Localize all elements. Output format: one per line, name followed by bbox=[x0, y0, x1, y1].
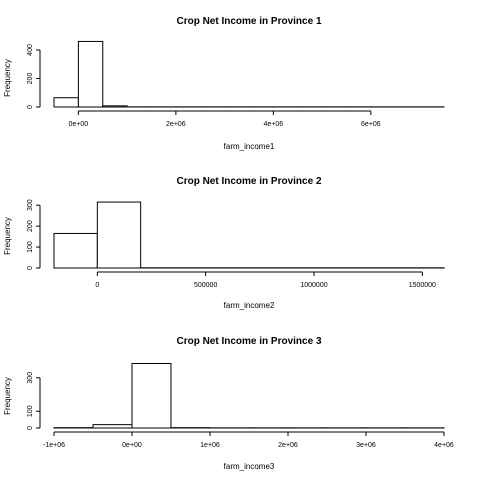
y-tick-label: 0 bbox=[27, 266, 34, 270]
histogram-panel-province-1: Crop Net Income in Province 1 Frequency … bbox=[3, 16, 445, 151]
x-tick-label: 4e+06 bbox=[434, 442, 454, 449]
x-tick-label: 0e+00 bbox=[69, 121, 89, 128]
histogram-panel-province-2: Crop Net Income in Province 2 Frequency … bbox=[3, 176, 445, 310]
y-tick-label: 200 bbox=[27, 220, 34, 232]
x-tick-label: 1500000 bbox=[409, 282, 436, 289]
y-axis: 0 200 400 bbox=[27, 44, 41, 109]
x-tick-label: 0 bbox=[95, 282, 99, 289]
y-tick-label: 100 bbox=[27, 241, 34, 253]
y-tick-label: 400 bbox=[27, 44, 34, 56]
x-tick-label: 3e+06 bbox=[356, 442, 376, 449]
histogram-panel-province-3: Crop Net Income in Province 3 Frequency … bbox=[3, 336, 454, 471]
x-tick-label: 2e+06 bbox=[278, 442, 298, 449]
histogram-bar bbox=[53, 97, 79, 108]
y-tick-label: 100 bbox=[27, 405, 34, 417]
y-axis-label: Frequency bbox=[3, 59, 12, 97]
chart-title: Crop Net Income in Province 3 bbox=[176, 336, 321, 347]
bars-layer bbox=[53, 40, 445, 108]
y-axis-label: Frequency bbox=[3, 217, 12, 255]
x-axis-label: farm_income1 bbox=[224, 142, 275, 151]
x-tick-label: 1000000 bbox=[300, 282, 327, 289]
x-axis: -1e+06 0e+00 1e+06 2e+06 3e+06 4e+06 bbox=[43, 431, 454, 449]
x-axis-label: farm_income3 bbox=[224, 462, 275, 471]
chart-title: Crop Net Income in Province 1 bbox=[176, 16, 321, 27]
y-tick-label: 0 bbox=[27, 105, 34, 109]
x-tick-label: 0e+00 bbox=[122, 442, 142, 449]
x-tick-label: 6e+06 bbox=[361, 121, 381, 128]
y-axis: 0 100 200 300 bbox=[27, 199, 41, 270]
y-axis-label: Frequency bbox=[3, 377, 12, 415]
x-tick-label: -1e+06 bbox=[43, 442, 65, 449]
y-axis: 0 100 300 bbox=[27, 372, 41, 430]
x-tick-label: 4e+06 bbox=[264, 121, 284, 128]
histogram-bar bbox=[96, 201, 142, 269]
y-tick-label: 0 bbox=[27, 426, 34, 430]
histogram-bar bbox=[53, 232, 98, 269]
x-axis-label: farm_income2 bbox=[224, 301, 275, 310]
y-tick-label: 300 bbox=[27, 199, 34, 211]
histogram-bar bbox=[102, 105, 128, 108]
y-tick-label: 300 bbox=[27, 372, 34, 384]
y-tick-label: 200 bbox=[27, 73, 34, 85]
chart-title: Crop Net Income in Province 2 bbox=[176, 176, 321, 187]
histogram-bar bbox=[131, 363, 172, 429]
x-tick-label: 2e+06 bbox=[166, 121, 186, 128]
x-axis: 0 500000 1000000 1500000 bbox=[95, 271, 436, 289]
x-tick-label: 1e+06 bbox=[200, 442, 220, 449]
x-tick-label: 500000 bbox=[194, 282, 217, 289]
bars-layer bbox=[53, 363, 445, 429]
x-axis: 0e+00 2e+06 4e+06 6e+06 bbox=[69, 110, 381, 128]
histogram-bar bbox=[77, 40, 104, 108]
histogram-bar bbox=[92, 424, 133, 429]
bars-layer bbox=[53, 201, 445, 269]
